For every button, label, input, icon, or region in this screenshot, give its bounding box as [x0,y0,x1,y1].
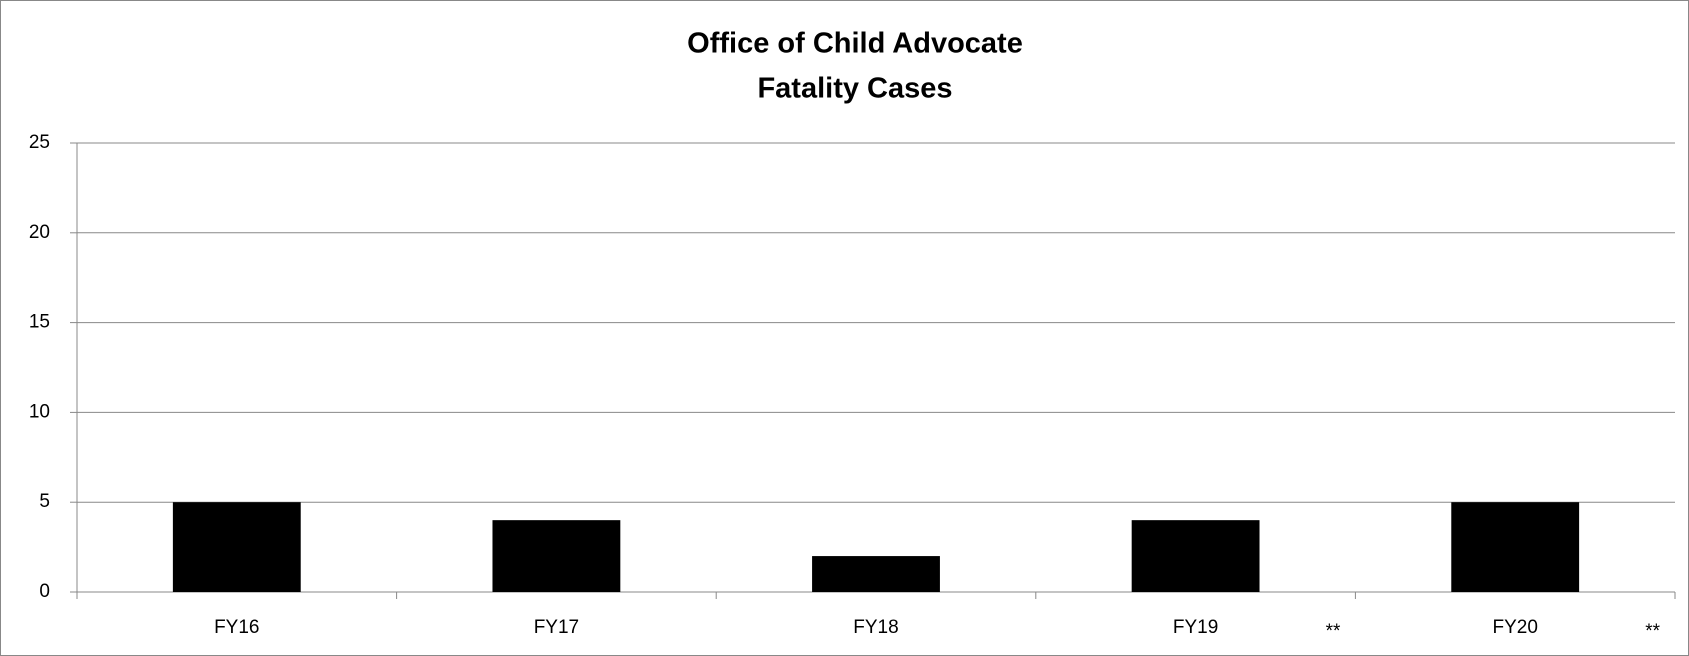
x-tick-label: FY16 [214,617,259,638]
y-tick-label: 10 [29,401,50,422]
y-tick-label: 5 [39,491,50,512]
x-tick-label: FY20 [1492,617,1537,638]
bar [1451,502,1580,592]
annotation: ** [1326,621,1341,642]
y-tick-label: 20 [29,222,50,243]
x-tick-label: FY17 [534,617,579,638]
y-tick-label: 0 [39,581,50,602]
annotation: ** [1645,621,1660,642]
chart-subtitle: Fatality Cases [757,73,952,105]
bar [1131,520,1260,592]
bar [492,520,621,592]
y-tick-label: 25 [29,132,50,153]
x-tick-label: FY18 [853,617,898,638]
y-tick-label: 15 [29,312,50,333]
x-tick-label: FY19 [1173,617,1218,638]
bar [172,502,301,592]
bar [812,556,940,592]
chart-title: Office of Child Advocate [687,28,1023,60]
